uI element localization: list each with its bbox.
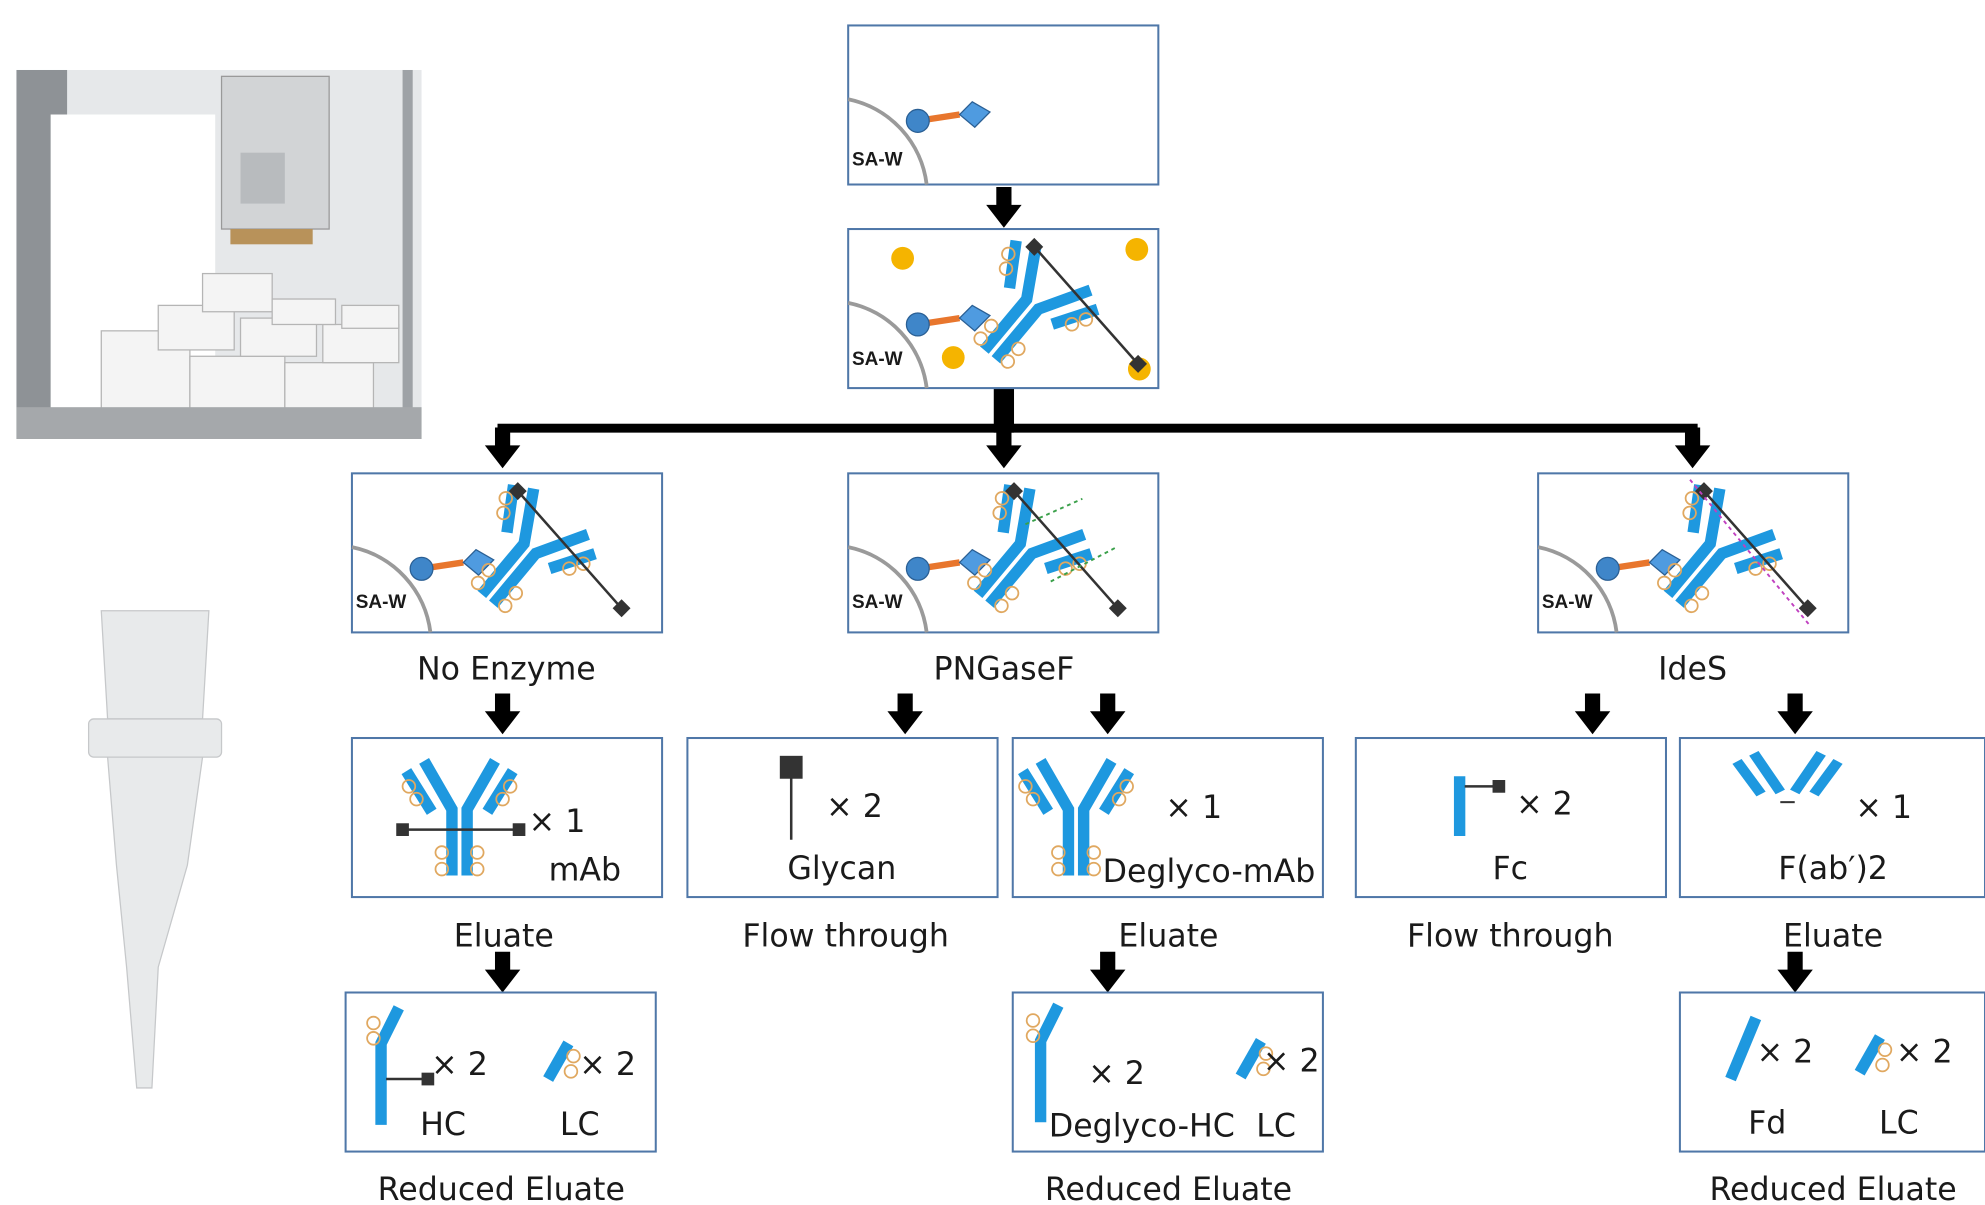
product-name: Glycan <box>787 851 896 887</box>
diagram: SA-W SA-W SA-W SA-W SA-W No Enzyme PNGas <box>0 0 1985 1205</box>
enzyme-box: SA-W <box>848 473 1158 636</box>
product-name: Fd <box>1748 1106 1786 1142</box>
icon-part <box>108 757 203 1088</box>
count: × 2 <box>1896 1034 1953 1070</box>
icon-part <box>1090 693 1125 734</box>
icon-part <box>891 247 914 270</box>
product-name: Fc <box>1492 851 1528 887</box>
count: × 1 <box>529 804 586 840</box>
product-name: HC <box>420 1107 466 1143</box>
count: × 2 <box>826 789 883 825</box>
icon-part <box>101 611 209 719</box>
count: × 1 <box>1165 790 1222 826</box>
product-name: LC <box>1256 1108 1296 1144</box>
count: × 1 <box>1855 790 1912 826</box>
page: SA-W SA-W SA-W SA-W SA-W No Enzyme PNGas <box>0 0 1985 1205</box>
icon-part <box>1090 952 1125 993</box>
reduced-box: × 2 HC × 2 LC <box>346 993 656 1152</box>
product-name: F(ab′)2 <box>1778 851 1888 887</box>
product-name: Deglyco-HC <box>1049 1108 1235 1144</box>
count: × 2 <box>1263 1043 1320 1079</box>
bead-label: SA-W <box>852 349 903 370</box>
count: × 2 <box>1757 1034 1814 1070</box>
icon-part <box>1493 780 1506 793</box>
fraction-label: Eluate <box>454 919 554 955</box>
icon-part <box>780 756 803 779</box>
product-box: × 1 mAb <box>352 738 662 897</box>
reduced-box: × 2 Fd × 2 LC <box>1680 993 1985 1152</box>
fraction-label: Reduced Eluate <box>1709 1172 1956 1205</box>
icon-part <box>1575 693 1610 734</box>
bead-label: SA-W <box>356 592 407 613</box>
icon-part <box>986 187 1021 228</box>
icon-part <box>342 305 399 328</box>
icon-part <box>89 719 222 757</box>
icon-part <box>230 229 312 244</box>
icon-part <box>1777 693 1812 734</box>
icon-part <box>241 153 285 204</box>
product-box: × 2 Fc <box>1356 738 1666 897</box>
fraction-label: Flow through <box>742 919 949 955</box>
count: × 2 <box>1088 1056 1145 1092</box>
icon-part <box>1675 428 1710 469</box>
tip-image <box>89 611 222 1088</box>
bead-label: SA-W <box>1542 592 1593 613</box>
instrument-image <box>16 70 421 439</box>
icon-part <box>396 823 409 836</box>
fraction-label: Reduced Eluate <box>378 1172 625 1205</box>
product-box: × 2 Glycan <box>687 738 997 897</box>
icon-part <box>1777 952 1812 993</box>
icon-part <box>203 274 273 312</box>
icon-part <box>513 823 526 836</box>
icon-part <box>16 407 421 439</box>
icon-part <box>887 693 922 734</box>
count: × 2 <box>1516 786 1573 822</box>
product-name: LC <box>1879 1106 1919 1142</box>
enzyme-box: SA-W <box>352 473 662 636</box>
fraction-label: Eluate <box>1118 919 1218 955</box>
product-name: Deglyco-mAb <box>1103 854 1316 890</box>
product-name: mAb <box>549 852 622 888</box>
icon-part <box>485 693 520 734</box>
icon-part <box>485 428 520 469</box>
icon-part <box>1680 993 1985 1152</box>
bead-label: SA-W <box>852 149 903 170</box>
reduced-box: × 2 Deglyco-HC × 2 LC <box>1013 993 1323 1152</box>
icon-part <box>1125 238 1148 261</box>
fraction-label: Reduced Eluate <box>1045 1172 1292 1205</box>
count: × 2 <box>579 1047 636 1083</box>
fraction-label: Eluate <box>1783 919 1883 955</box>
icon-part <box>498 424 1698 433</box>
enzyme-box: SA-W <box>1538 473 1848 636</box>
icon-part <box>485 952 520 993</box>
enzyme-label: No Enzyme <box>417 651 596 687</box>
capture-box: SA-W <box>848 25 1158 184</box>
icon-part <box>323 324 399 362</box>
bead-label: SA-W <box>852 592 903 613</box>
enzyme-label: PNGaseF <box>933 651 1074 687</box>
count: × 2 <box>431 1047 488 1083</box>
icon-part <box>986 428 1021 469</box>
fraction-label: Flow through <box>1407 919 1614 955</box>
enzyme-label: IdeS <box>1658 651 1727 687</box>
icon-part <box>942 346 965 369</box>
icon-part <box>403 70 413 439</box>
product-box: × 1 F(ab′)2 <box>1680 738 1985 897</box>
product-name: LC <box>560 1107 600 1143</box>
product-box: × 1 Deglyco-mAb <box>1013 738 1323 897</box>
icon-part <box>272 299 335 324</box>
binding-box: SA-W <box>848 229 1158 392</box>
